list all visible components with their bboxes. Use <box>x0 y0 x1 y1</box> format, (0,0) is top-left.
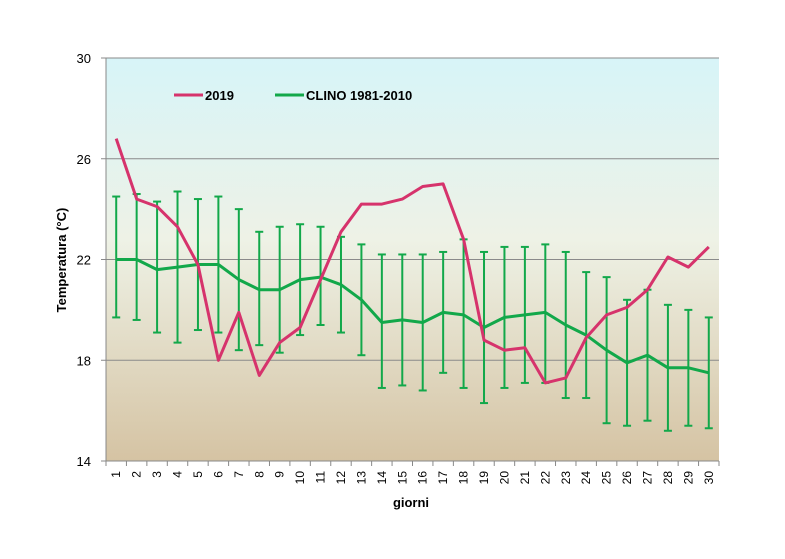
x-tick-label: 18 <box>457 471 471 485</box>
x-tick-label: 6 <box>211 471 225 478</box>
x-tick-label: 9 <box>273 471 287 478</box>
x-tick-label: 11 <box>314 471 328 484</box>
legend-label-2019: 2019 <box>205 88 234 103</box>
x-tick-label: 1 <box>109 471 123 478</box>
x-tick-label: 12 <box>334 471 348 485</box>
x-tick-label: 30 <box>702 471 716 485</box>
x-tick-label: 28 <box>661 471 675 485</box>
x-tick-label: 27 <box>640 471 654 485</box>
x-tick-label: 29 <box>681 471 695 485</box>
x-tick-label: 16 <box>416 471 430 485</box>
x-axis-title: giorni <box>393 495 429 510</box>
series-line-clino <box>116 258 710 375</box>
x-tick-label: 4 <box>171 471 185 478</box>
x-tick-label: 3 <box>150 471 164 478</box>
x-tick-label: 23 <box>559 471 573 485</box>
x-tick-label: 2 <box>130 471 144 478</box>
x-tick-label: 21 <box>518 471 532 485</box>
legend: 2019 CLINO 1981-2010 <box>174 88 412 103</box>
legend-label-clino: CLINO 1981-2010 <box>306 88 412 103</box>
x-tick-label: 15 <box>395 471 409 485</box>
x-tick-label: 13 <box>354 471 368 485</box>
y-tick-labels: 14 18 22 26 30 <box>77 51 91 469</box>
y-tick-label: 30 <box>77 51 91 66</box>
x-tick-label: 7 <box>232 471 246 478</box>
x-tick-label: 22 <box>538 471 552 485</box>
y-tick-label: 22 <box>77 253 91 268</box>
x-tick-label: 8 <box>252 471 266 478</box>
series-lines <box>114 138 710 385</box>
x-tick-label: 14 <box>375 471 389 485</box>
y-tick-label: 14 <box>77 454 91 469</box>
x-tick-label: 5 <box>191 471 205 478</box>
x-tick-label: 10 <box>293 471 307 485</box>
y-axis-title: Temperatura (°C) <box>54 208 69 313</box>
x-tick-label: 20 <box>497 471 511 485</box>
y-tick-label: 18 <box>77 353 91 368</box>
x-tick-label: 19 <box>477 471 491 485</box>
x-tick-label: 26 <box>620 471 634 485</box>
x-tick-label: 24 <box>579 471 593 485</box>
gridlines <box>101 57 720 466</box>
x-tick-label: 25 <box>600 471 614 485</box>
y-tick-label: 26 <box>77 152 91 167</box>
x-tick-labels: 1 2 3 4 5 6 7 8 9 10 11 12 13 14 15 16 17 18 19 20 21 22 23 24 2… <box>109 471 716 485</box>
x-tick-label: 17 <box>436 471 450 485</box>
series-line-2019 <box>114 138 710 385</box>
